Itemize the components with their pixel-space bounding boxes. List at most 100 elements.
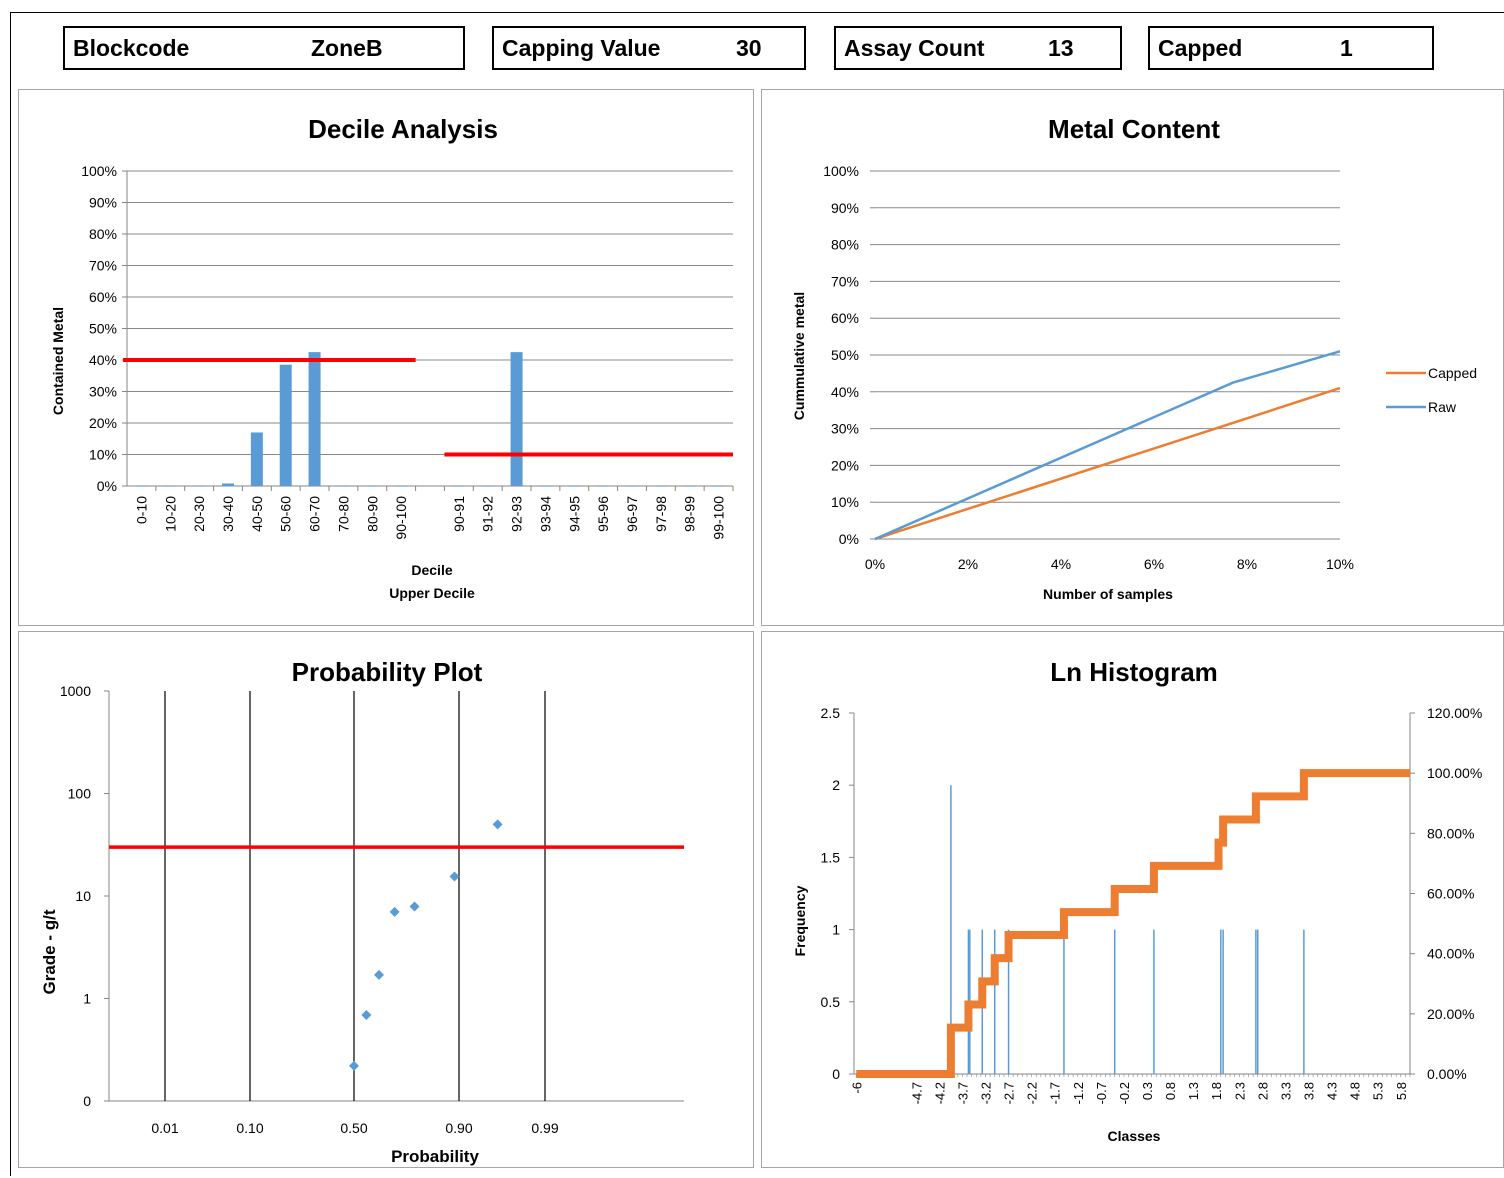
y-tick-label: 50% — [831, 347, 859, 363]
x-axis-label-secondary: Upper Decile — [389, 585, 475, 601]
x-tick-label: -3.2 — [979, 1082, 994, 1104]
y-tick-label: 70% — [89, 258, 117, 274]
x-axis-label: Probability — [391, 1147, 479, 1166]
x-tick-label: 95-96 — [595, 496, 611, 532]
bar — [222, 483, 234, 486]
capped-value: 1 — [1340, 34, 1353, 61]
y2-tick-label: 100.00% — [1427, 765, 1482, 781]
x-tick-label: 30-40 — [220, 496, 236, 532]
data-point — [409, 901, 420, 912]
x-tick-label: 0.01 — [151, 1120, 178, 1136]
x-tick-label: 40-50 — [249, 496, 265, 532]
bar — [366, 486, 379, 487]
capped-box: Capped 1 — [1148, 26, 1434, 70]
blockcode-box: Blockcode ZoneB — [63, 26, 465, 70]
x-tick-label: 4% — [1051, 556, 1071, 572]
data-point — [349, 1060, 359, 1071]
x-tick-label: 4.3 — [1325, 1082, 1340, 1100]
bar — [626, 486, 638, 487]
y-tick-label: 0% — [97, 478, 117, 494]
x-tick-label: 5.8 — [1394, 1082, 1409, 1100]
x-tick-label: 0% — [865, 556, 885, 572]
capping-value-label: Capping Value — [502, 34, 661, 61]
y-tick-label: 1 — [832, 922, 840, 938]
x-tick-label: 91-92 — [480, 496, 496, 532]
y-tick-label: 40% — [89, 352, 117, 368]
capped-label: Capped — [1158, 34, 1243, 61]
x-tick-label: 0.8 — [1163, 1082, 1178, 1100]
bar — [539, 486, 552, 487]
x-tick-label: 0.3 — [1140, 1082, 1155, 1100]
bar — [308, 352, 321, 486]
y-tick-label: 20% — [831, 457, 859, 473]
bar — [683, 486, 696, 487]
metal-content-panel: Metal Content Cummulative metal Number o… — [761, 89, 1504, 626]
report-frame — [10, 12, 1504, 1176]
x-axis-label: Classes — [1108, 1128, 1161, 1144]
series-line-capped — [874, 386, 1341, 541]
y-tick-label: 1.5 — [821, 849, 841, 865]
x-tick-label: 98-99 — [682, 496, 698, 532]
bar — [395, 486, 408, 487]
y-tick-label: 10 — [75, 888, 91, 904]
x-tick-label: -6 — [849, 1082, 864, 1094]
ln-histogram-chart: Ln Histogram Frequency Classes 0 0.5 1 1.5 2… — [792, 657, 1482, 1144]
y-tick-label: 1000 — [60, 683, 91, 699]
y-tick-label: 60% — [89, 289, 117, 305]
y2-tick-label: 20.00% — [1427, 1006, 1474, 1022]
y-tick-label: 0% — [839, 531, 859, 547]
y-tick-label: 80% — [89, 226, 117, 242]
y-tick-label: 60% — [831, 310, 859, 326]
y-tick-label: 10% — [89, 447, 117, 463]
x-tick-label: 0.10 — [236, 1120, 263, 1136]
x-tick-label: 10% — [1326, 556, 1354, 572]
bar — [452, 486, 465, 487]
decile-analysis-panel: Decile Analysis Contained Metal Decile U… — [18, 89, 754, 626]
x-tick-label: 93-94 — [537, 496, 553, 532]
assay-count-box: Assay Count 13 — [834, 26, 1122, 70]
x-tick-label: 0.99 — [531, 1120, 558, 1136]
x-tick-label: 0.90 — [445, 1120, 472, 1136]
chart-title: Ln Histogram — [1050, 657, 1218, 687]
y-tick-label: 70% — [831, 273, 859, 289]
assay-count-value: 13 — [1048, 34, 1074, 61]
legend-label: Capped — [1428, 365, 1477, 381]
x-tick-label: 2.8 — [1255, 1082, 1270, 1100]
x-tick-label: 70-80 — [335, 496, 351, 532]
x-tick-label: -2.2 — [1025, 1082, 1040, 1104]
blockcode-value: ZoneB — [311, 34, 383, 61]
x-tick-label: 5.3 — [1371, 1082, 1386, 1100]
x-tick-label: 96-97 — [624, 496, 640, 532]
y-tick-label: 30% — [831, 421, 859, 437]
cumulative-line — [856, 769, 1410, 1078]
bar — [568, 486, 581, 487]
bar — [597, 486, 610, 487]
x-tick-label: 2.3 — [1232, 1082, 1247, 1100]
y-tick-label: 100% — [823, 163, 859, 179]
y-tick-label: 0 — [832, 1066, 840, 1082]
y-tick-label: 80% — [831, 237, 859, 253]
x-tick-label: 20-30 — [191, 496, 207, 532]
data-point — [449, 871, 460, 882]
y-axis-label: Cummulative metal — [791, 292, 807, 420]
y-tick-label: 10% — [831, 494, 859, 510]
x-tick-label: 10-20 — [162, 496, 178, 532]
y-tick-label: 90% — [89, 195, 117, 211]
data-point — [492, 819, 503, 830]
bar — [279, 364, 292, 486]
y-tick-label: 90% — [831, 200, 859, 216]
x-tick-label: 92-93 — [509, 496, 525, 532]
y-tick-label: 100 — [68, 786, 92, 802]
x-tick-label: 1.3 — [1186, 1082, 1201, 1100]
bar — [712, 486, 725, 487]
x-tick-label: 8% — [1237, 556, 1257, 572]
x-tick-label: 1.8 — [1209, 1082, 1224, 1100]
y-axis-label: Frequency — [792, 885, 808, 956]
bar — [164, 486, 177, 487]
capping-value-box: Capping Value 30 — [492, 26, 806, 70]
x-tick-label: 90-100 — [393, 496, 409, 540]
data-point — [374, 969, 385, 980]
y-tick-label: 2.5 — [821, 705, 841, 721]
x-axis-label: Decile — [411, 562, 452, 578]
y-tick-label: 1 — [83, 991, 91, 1007]
